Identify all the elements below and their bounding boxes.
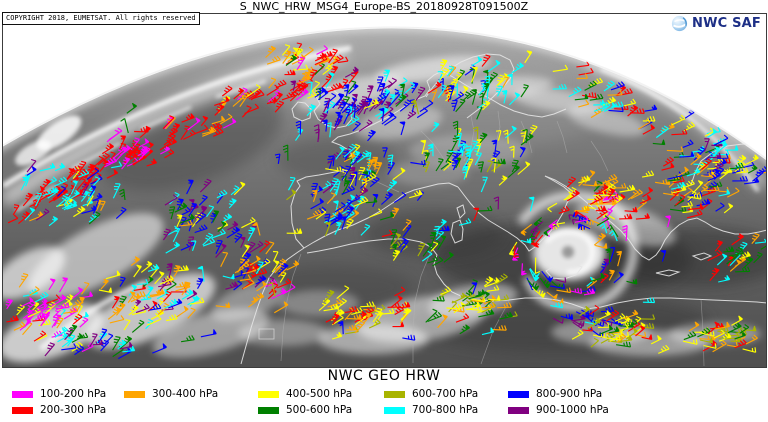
legend-label: 100-200 hPa: [40, 388, 107, 400]
legend-swatch: [384, 406, 405, 414]
legend-item: 600-700 hPa: [384, 386, 478, 402]
legend-item: 400-500 hPa: [258, 386, 352, 402]
legend-label: 900-1000 hPa: [536, 404, 609, 416]
legend-swatch: [124, 390, 145, 398]
legend-label: 700-800 hPa: [412, 404, 479, 416]
satellite-image-frame: [2, 13, 767, 368]
legend-label: 200-300 hPa: [40, 404, 107, 416]
legend-item: 300-400 hPa: [124, 386, 218, 402]
legend-column: 400-500 hPa 500-600 hPa: [258, 386, 352, 418]
satellite-image: [3, 14, 766, 367]
legend-swatch: [12, 390, 33, 398]
page-title: S_NWC_HRW_MSG4_Europe-BS_20180928T091500…: [239, 0, 529, 13]
legend-swatch: [258, 390, 279, 398]
legend: 100-200 hPa 200-300 hPa 300-400 hPa 400-500…: [0, 386, 768, 420]
legend-swatch: [508, 406, 529, 414]
legend-swatch: [384, 390, 405, 398]
legend-label: 600-700 hPa: [412, 388, 479, 400]
nwcsaf-logo: NWC SAF: [671, 15, 761, 32]
legend-column: 800-900 hPa 900-1000 hPa: [508, 386, 609, 418]
legend-swatch: [12, 406, 33, 414]
legend-label: 800-900 hPa: [536, 388, 603, 400]
legend-item: 700-800 hPa: [384, 402, 478, 418]
legend-item: 200-300 hPa: [12, 402, 106, 418]
legend-label: 400-500 hPa: [286, 388, 353, 400]
legend-label: 500-600 hPa: [286, 404, 353, 416]
product-name-label: NWC GEO HRW: [327, 368, 441, 384]
legend-label: 300-400 hPa: [152, 388, 219, 400]
nwcsaf-logo-icon: [671, 15, 688, 32]
legend-item: 800-900 hPa: [508, 386, 609, 402]
legend-column: 100-200 hPa 200-300 hPa: [12, 386, 106, 418]
legend-item: 900-1000 hPa: [508, 402, 609, 418]
legend-item: 100-200 hPa: [12, 386, 106, 402]
legend-swatch: [508, 390, 529, 398]
legend-column: 300-400 hPa: [124, 386, 218, 402]
earth-limb-edge: [3, 26, 766, 160]
legend-swatch: [258, 406, 279, 414]
legend-item: 500-600 hPa: [258, 402, 352, 418]
wind-barbs-layer: [5, 42, 766, 360]
legend-column: 600-700 hPa 700-800 hPa: [384, 386, 478, 418]
map-inset-box: [258, 328, 275, 340]
copyright-box: COPYRIGHT 2018, EUMETSAT. All rights res…: [2, 12, 200, 25]
nwcsaf-logo-text: NWC SAF: [692, 16, 761, 31]
